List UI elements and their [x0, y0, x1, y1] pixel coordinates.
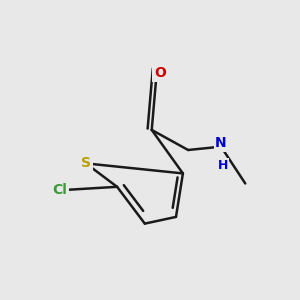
Text: S: S — [81, 156, 91, 170]
Text: H: H — [218, 159, 228, 172]
Text: O: O — [154, 66, 166, 80]
Text: N: N — [215, 136, 227, 150]
Text: Cl: Cl — [52, 183, 68, 197]
